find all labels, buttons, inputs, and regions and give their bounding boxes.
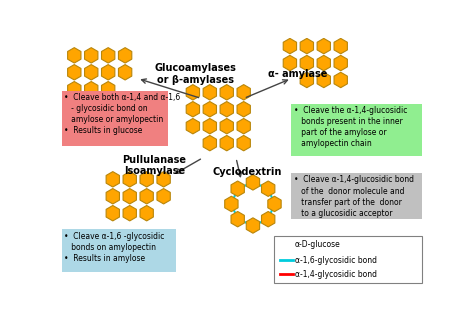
Text: •  Cleave both α-1,4 and α-1,6
   - glycosidic bond on
   amylose or amylopectin: • Cleave both α-1,4 and α-1,6 - glycosid… — [64, 93, 181, 135]
Polygon shape — [231, 212, 245, 227]
Text: •  Cleave α-1,6 -glycosidic
   bonds on amylopectin
•  Results in amylose: • Cleave α-1,6 -glycosidic bonds on amyl… — [64, 232, 164, 263]
Polygon shape — [123, 188, 137, 204]
Polygon shape — [300, 72, 313, 88]
Polygon shape — [186, 84, 200, 100]
Text: α-D-glucose: α-D-glucose — [294, 240, 340, 249]
Text: α- amylase: α- amylase — [268, 69, 328, 79]
Polygon shape — [220, 101, 233, 117]
Text: •  Cleave the α-1,4-glucosidic
   bonds present in the inner
   part of the amyl: • Cleave the α-1,4-glucosidic bonds pres… — [294, 106, 407, 148]
Polygon shape — [317, 55, 330, 71]
Polygon shape — [68, 65, 81, 80]
Polygon shape — [237, 101, 250, 117]
FancyBboxPatch shape — [292, 173, 422, 219]
Text: α-1,4-glycosidic bond: α-1,4-glycosidic bond — [295, 269, 377, 278]
Polygon shape — [123, 205, 137, 221]
Polygon shape — [220, 135, 233, 151]
Polygon shape — [140, 172, 154, 187]
FancyBboxPatch shape — [274, 236, 422, 283]
FancyBboxPatch shape — [292, 104, 422, 156]
Text: •  Cleave α-1,4-glucosidic bond
   of the  donor molecule and
   transfer part o: • Cleave α-1,4-glucosidic bond of the do… — [294, 175, 414, 218]
Polygon shape — [220, 84, 233, 100]
FancyBboxPatch shape — [62, 91, 168, 146]
Text: Pullulanase
Isoamylase: Pullulanase Isoamylase — [122, 155, 186, 176]
Polygon shape — [268, 196, 281, 212]
Polygon shape — [246, 218, 260, 233]
Polygon shape — [300, 38, 313, 54]
Polygon shape — [140, 205, 154, 221]
Polygon shape — [140, 188, 154, 204]
Polygon shape — [246, 175, 260, 190]
Polygon shape — [101, 48, 115, 63]
Polygon shape — [101, 82, 115, 97]
Polygon shape — [225, 196, 238, 212]
Polygon shape — [203, 118, 217, 134]
FancyBboxPatch shape — [62, 229, 176, 273]
Polygon shape — [186, 101, 200, 117]
Polygon shape — [334, 55, 347, 71]
Polygon shape — [262, 181, 275, 196]
Polygon shape — [84, 82, 98, 97]
Polygon shape — [106, 188, 119, 204]
Polygon shape — [231, 181, 245, 196]
Polygon shape — [283, 38, 297, 54]
Polygon shape — [118, 65, 132, 80]
Polygon shape — [203, 135, 217, 151]
Text: Glucoamylases
or β-amylases: Glucoamylases or β-amylases — [154, 63, 236, 84]
Text: α-1,6-glycosidic bond: α-1,6-glycosidic bond — [295, 256, 377, 265]
Polygon shape — [84, 48, 98, 63]
Polygon shape — [118, 48, 132, 63]
Polygon shape — [186, 118, 200, 134]
Polygon shape — [237, 118, 250, 134]
Polygon shape — [84, 65, 98, 80]
Polygon shape — [300, 55, 313, 71]
Text: Cyclodextrin: Cyclodextrin — [212, 167, 282, 177]
Polygon shape — [106, 205, 119, 221]
Polygon shape — [280, 239, 291, 251]
Polygon shape — [68, 82, 81, 97]
Polygon shape — [157, 188, 170, 204]
Polygon shape — [203, 101, 217, 117]
Polygon shape — [157, 172, 170, 187]
Polygon shape — [283, 55, 297, 71]
Polygon shape — [203, 84, 217, 100]
Polygon shape — [317, 72, 330, 88]
Polygon shape — [237, 135, 250, 151]
Polygon shape — [220, 118, 233, 134]
Polygon shape — [101, 65, 115, 80]
Polygon shape — [106, 172, 119, 187]
Polygon shape — [334, 72, 347, 88]
Polygon shape — [334, 38, 347, 54]
Polygon shape — [317, 38, 330, 54]
Polygon shape — [262, 212, 275, 227]
Polygon shape — [68, 48, 81, 63]
Polygon shape — [123, 172, 137, 187]
Polygon shape — [237, 84, 250, 100]
